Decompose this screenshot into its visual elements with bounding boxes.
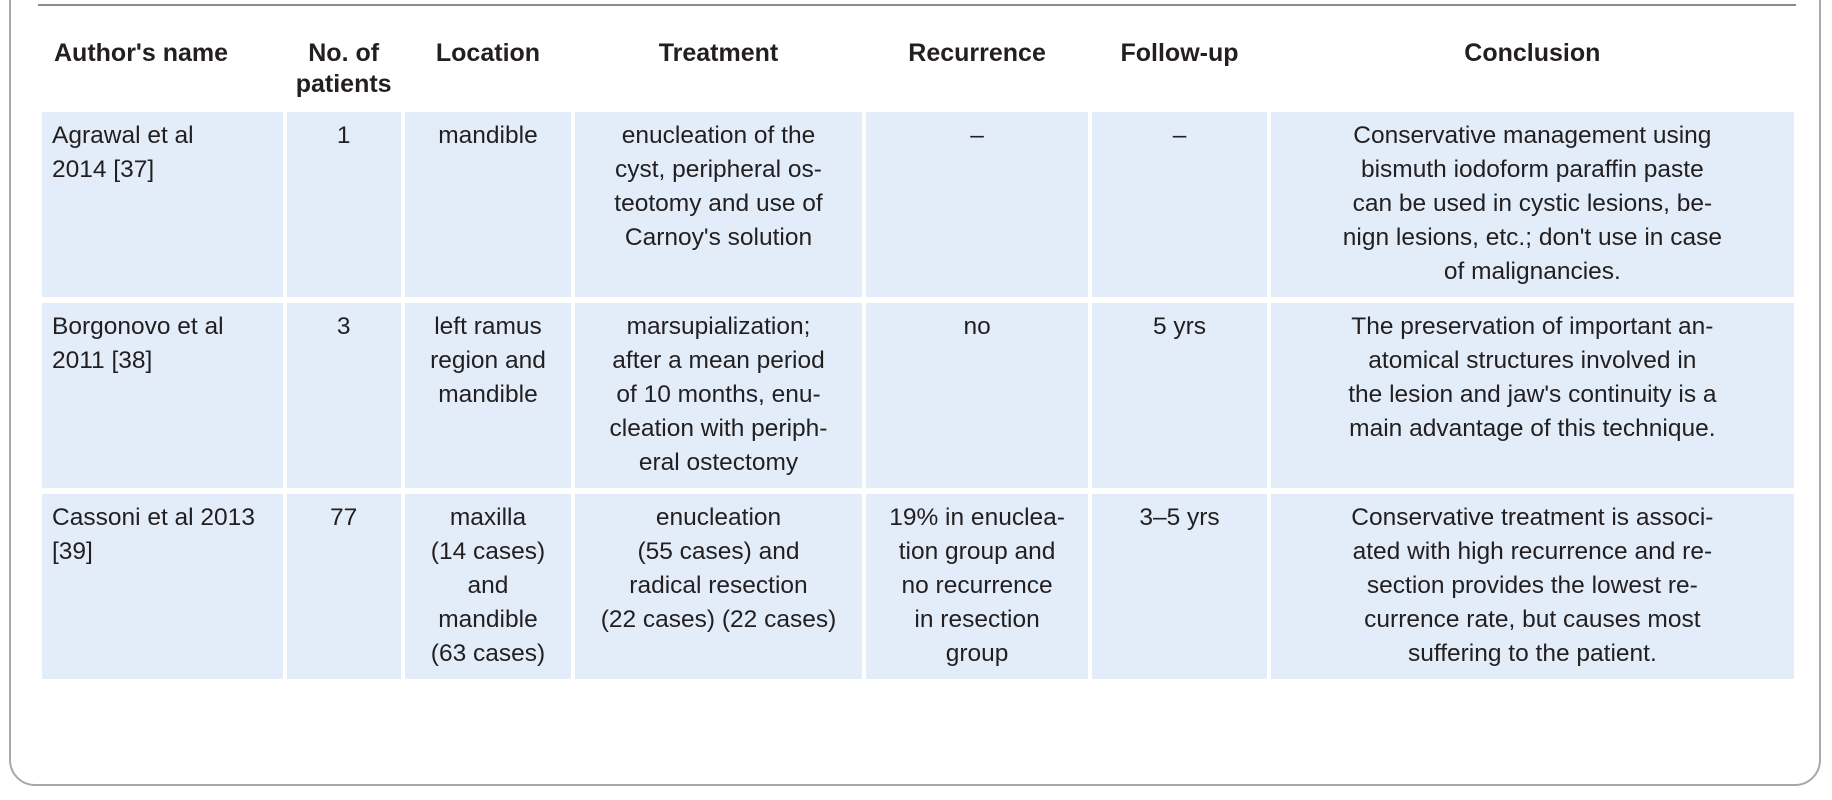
cell-line: – <box>1172 122 1187 149</box>
cell-line: of malignancies. <box>1443 258 1621 285</box>
cell-line: Borgonovo et al <box>52 313 224 340</box>
cell-line: group <box>945 640 1009 667</box>
cell-author: Agrawal et al 2014 [37] <box>42 112 283 297</box>
cell-patients: 1 <box>286 112 401 297</box>
cell-line: radical resection <box>629 572 808 599</box>
cell-line: ated with high recurrence and re- <box>1352 538 1713 565</box>
cell-line: (63 cases) <box>430 640 546 667</box>
cell-line: enucleation <box>655 504 782 531</box>
cell-followup: – <box>1092 112 1267 297</box>
cell-line: suffering to the patient. <box>1407 640 1657 667</box>
cell-line: – <box>970 122 984 149</box>
cell-line: bismuth iodoform paraffin paste <box>1360 156 1704 183</box>
cell-line: tion group and <box>898 538 1056 565</box>
cell-line: The preservation of important an- <box>1351 313 1714 340</box>
header-author: Author's name <box>42 22 283 112</box>
cell-conclusion: Conservative management using bismuth iod… <box>1270 112 1794 297</box>
cell-line: region and <box>430 347 546 374</box>
cell-line: nign lesions, etc.; don't use in case <box>1342 224 1722 251</box>
table-row: Agrawal et al 2014 [37] 1 mandible enucle… <box>42 112 1794 297</box>
cell-recurrence: no <box>865 303 1089 488</box>
table-row: Borgonovo et al 2011 [38] 3 left ramus reg… <box>42 303 1794 488</box>
header-treatment: Treatment <box>575 22 862 112</box>
cell-line: maxilla <box>449 504 527 531</box>
cell-line: cleation with periph- <box>609 415 828 442</box>
cell-line: left ramus <box>434 313 542 340</box>
header-conclusion: Conclusion <box>1271 22 1794 112</box>
comparison-table: Author's name No. of patients Location Tr… <box>38 22 1798 679</box>
cell-line: cyst, peripheral os- <box>615 156 822 183</box>
cell-line: eral ostectomy <box>638 449 799 476</box>
header-patients: No. of patients <box>287 22 401 112</box>
top-rule <box>38 4 1796 6</box>
cell-line: Cassoni et al 2013 <box>52 504 255 531</box>
cell-treatment: enucleation (55 cases) and radical resecti… <box>575 494 862 679</box>
cell-line: 3 <box>336 313 351 340</box>
cell-line: Agrawal et al <box>52 122 194 149</box>
cell-followup: 3–5 yrs <box>1092 494 1267 679</box>
cell-location: mandible <box>404 112 572 297</box>
cell-line: of 10 months, enu- <box>616 381 821 408</box>
cell-line: Location <box>435 39 541 67</box>
cell-line: after a mean period <box>612 347 825 374</box>
cell-line: Recurrence <box>908 39 1046 67</box>
cell-line: enucleation of the <box>621 122 816 149</box>
cell-line: mandible <box>438 381 538 408</box>
cell-line: Conclusion <box>1464 39 1601 67</box>
cell-line: atomical structures involved in <box>1368 347 1697 374</box>
cell-line: Author's name <box>54 39 229 67</box>
cell-line: Treatment <box>658 39 779 67</box>
cell-line: 2011 [38] <box>52 347 153 374</box>
cell-line: (22 cases) (22 cases) <box>600 606 837 633</box>
cell-line: marsupialization; <box>626 313 811 340</box>
cell-line: the lesion and jaw's continuity is a <box>1348 381 1717 408</box>
cell-location: maxilla (14 cases) and mandible (63 cases) <box>404 494 572 679</box>
header-followup: Follow-up <box>1092 22 1266 112</box>
cell-patients: 77 <box>286 494 401 679</box>
cell-line: mandible <box>438 122 538 149</box>
cell-line: mandible <box>438 606 538 633</box>
cell-line: (55 cases) and <box>637 538 800 565</box>
table-row: Cassoni et al 2013 [39] 77 maxilla (14 cas… <box>42 494 1794 679</box>
cell-line: (14 cases) <box>430 538 546 565</box>
header-row: Author's name No. of patients Location Tr… <box>42 22 1794 112</box>
cell-line: Follow-up <box>1120 39 1239 67</box>
cell-line: Carnoy's solution <box>624 224 813 251</box>
cell-line: teotomy and use of <box>614 190 823 217</box>
cell-line: Conservative treatment is associ- <box>1351 504 1714 531</box>
cell-location: left ramus region and mandible <box>404 303 572 488</box>
cell-author: Cassoni et al 2013 [39] <box>42 494 283 679</box>
cell-treatment: enucleation of the cyst, peripheral os-te… <box>575 112 862 297</box>
cell-line: main advantage of this technique. <box>1349 415 1716 442</box>
cell-line: patients <box>295 70 392 98</box>
table-frame <box>9 0 1821 786</box>
cell-patients: 3 <box>286 303 401 488</box>
cell-line: section provides the lowest re- <box>1366 572 1698 599</box>
cell-conclusion: Conservative treatment is associ-ated wi… <box>1270 494 1794 679</box>
cell-line: no <box>963 313 991 340</box>
cell-followup: 5 yrs <box>1092 303 1267 488</box>
cell-line: Conservative management using <box>1353 122 1712 149</box>
cell-author: Borgonovo et al 2011 [38] <box>42 303 283 488</box>
cell-line: 5 yrs <box>1152 313 1207 340</box>
cell-line: in resection <box>914 606 1040 633</box>
cell-line: 19% in enuclea- <box>889 504 1065 531</box>
cell-line: 77 <box>330 504 358 531</box>
cell-line: no recurrence <box>901 572 1053 599</box>
cell-recurrence: 19% in enuclea-tion group and no recurren… <box>865 494 1089 679</box>
cell-recurrence: – <box>865 112 1089 297</box>
cell-line: [39] <box>52 538 93 565</box>
cell-line: and <box>467 572 509 599</box>
cell-line: 1 <box>336 122 351 149</box>
cell-treatment: marsupialization; after a mean period of 1… <box>575 303 862 488</box>
cell-line: 2014 [37] <box>52 156 155 183</box>
cell-line: can be used in cystic lesions, be- <box>1352 190 1713 217</box>
header-location: Location <box>405 22 571 112</box>
cell-line: currence rate, but causes most <box>1364 606 1701 633</box>
header-recurrence: Recurrence <box>866 22 1089 112</box>
cell-line: 3–5 yrs <box>1139 504 1220 531</box>
cell-conclusion: The preservation of important an-atomica… <box>1270 303 1794 488</box>
cell-line: No. of <box>308 39 380 67</box>
